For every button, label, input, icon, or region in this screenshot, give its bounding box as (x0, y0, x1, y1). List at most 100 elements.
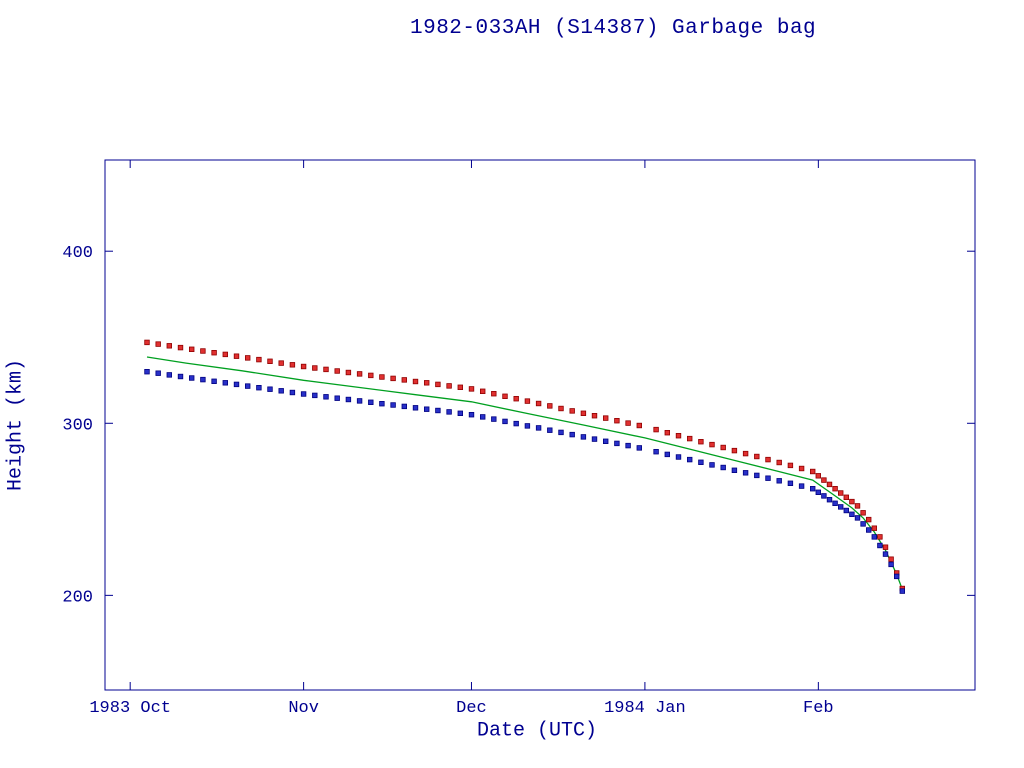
x-tick-label: Nov (288, 699, 319, 718)
perigee-height-point (815, 489, 821, 495)
perigee-height-point (457, 410, 463, 416)
apogee-height-point (513, 395, 519, 402)
apogee-height-point (502, 393, 508, 399)
perigee-height-point (653, 448, 659, 455)
apogee-height-point (256, 356, 262, 363)
perigee-height-point (754, 472, 760, 479)
apogee-height-point (390, 375, 396, 382)
perigee-height-point (401, 403, 407, 410)
perigee-height-point (877, 542, 883, 549)
apogee-height-point (843, 494, 849, 500)
apogee-height-point (709, 441, 715, 448)
perigee-height-point (698, 459, 704, 465)
perigee-height-point (826, 496, 833, 503)
apogee-height-point (854, 503, 861, 509)
apogee-height-point (435, 381, 441, 388)
perigee-height-point (843, 507, 849, 514)
apogee-height-point (877, 534, 883, 540)
perigee-height-point (200, 376, 206, 383)
x-tick-label: 1983 Oct (89, 699, 171, 718)
apogee-height-point (200, 348, 206, 354)
apogee-height-point (155, 341, 161, 347)
perigee-height-point (479, 414, 486, 420)
perigee-height-point (188, 375, 195, 381)
x-tick-label: Feb (803, 699, 834, 718)
mean-height-line (146, 356, 903, 590)
perigee-height-point (882, 551, 889, 557)
apogee-height-point (412, 378, 419, 385)
apogee-height-point (233, 353, 240, 359)
apogee-height-point (368, 372, 374, 379)
perigee-height-point (300, 391, 307, 397)
apogee-height-point (267, 358, 273, 364)
apogee-height-point (558, 405, 564, 412)
apogee-height-point (810, 468, 816, 475)
perigee-height-point (166, 372, 172, 378)
perigee-height-point (569, 431, 575, 438)
perigee-height-point (323, 394, 329, 400)
perigee-height-point (731, 467, 738, 473)
perigee-height-point (312, 392, 318, 399)
apogee-height-point (838, 490, 844, 496)
apogee-height-point (423, 380, 430, 386)
apogee-height-point (653, 426, 659, 433)
apogee-height-point (547, 403, 553, 409)
apogee-height-point (731, 447, 738, 454)
apogee-height-point (166, 343, 172, 349)
perigee-height-point (513, 420, 519, 427)
perigee-height-point (435, 407, 441, 414)
apogee-height-point (457, 384, 463, 390)
apogee-height-point (754, 453, 760, 460)
apogee-height-point (569, 408, 575, 414)
apogee-height-point (625, 420, 631, 426)
perigee-height-point (580, 434, 587, 440)
perigee-height-point (603, 438, 609, 444)
perigee-height-point (267, 386, 273, 392)
apogee-height-point (742, 450, 749, 457)
apogee-height-point (821, 477, 827, 483)
apogee-height-point (356, 371, 363, 377)
perigee-height-point (838, 504, 844, 510)
perigee-height-point (614, 440, 620, 447)
plot-frame (104, 159, 976, 691)
apogee-height-point (888, 556, 894, 562)
perigee-height-point (468, 411, 475, 418)
perigee-height-point (423, 406, 430, 412)
perigee-height-point (591, 436, 598, 442)
perigee-height-point (177, 373, 184, 380)
perigee-height-point (899, 588, 905, 594)
apogee-height-point (614, 417, 620, 424)
perigee-height-point (687, 456, 693, 463)
perigee-height-point (765, 475, 771, 481)
perigee-height-point (625, 442, 631, 449)
apogee-height-point (765, 456, 771, 463)
perigee-height-point (390, 402, 396, 408)
apogee-height-point (664, 429, 670, 436)
perigee-height-point (854, 515, 861, 521)
perigee-height-point (233, 381, 240, 388)
perigee-height-point (289, 389, 296, 396)
y-tick-label: 200 (62, 588, 93, 607)
perigee-height-point (849, 511, 855, 517)
perigee-height-point (368, 399, 374, 405)
y-tick-label: 300 (62, 416, 93, 435)
perigee-height-point (894, 573, 900, 580)
perigee-height-point (821, 493, 827, 499)
perigee-height-point (664, 451, 670, 458)
apogee-height-point (300, 363, 307, 370)
perigee-height-point (278, 388, 284, 394)
apogee-height-point (312, 365, 318, 371)
apogee-height-point (491, 390, 497, 397)
chart-title: 1982-033AH (S14387) Garbage bag (410, 17, 817, 40)
apogee-height-point (401, 377, 407, 383)
perigee-height-point (345, 396, 352, 403)
apogee-height-point (871, 525, 877, 531)
x-tick-label: 1984 Jan (604, 699, 686, 718)
perigee-height-point (334, 395, 340, 401)
apogee-height-point (698, 438, 704, 445)
x-tick-label: Dec (456, 699, 487, 718)
apogee-height-point (334, 368, 340, 374)
perigee-height-point (356, 398, 363, 404)
apogee-height-point (278, 360, 284, 366)
apogee-height-point (849, 498, 855, 505)
